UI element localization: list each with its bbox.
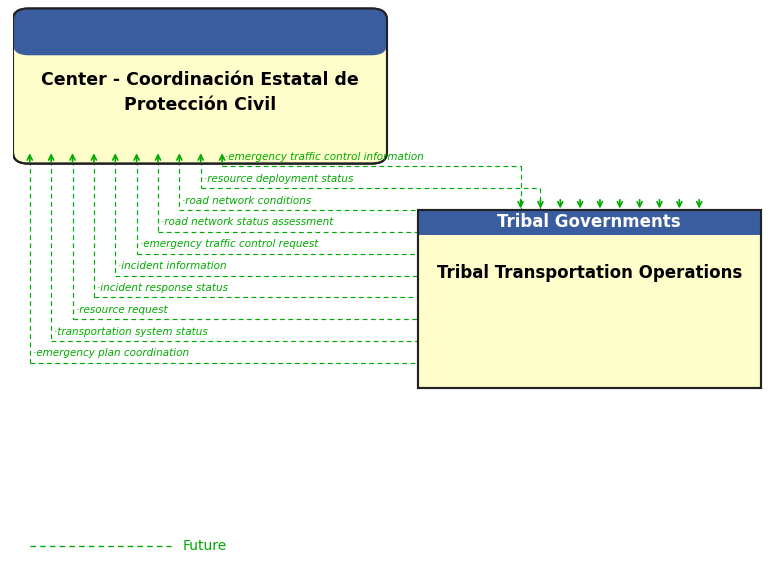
Bar — [417, 209, 761, 387]
Text: ·resource deployment status: ·resource deployment status — [204, 174, 353, 184]
Text: ·transportation system status: ·transportation system status — [54, 327, 208, 336]
Text: ·resource request: ·resource request — [76, 304, 168, 315]
Bar — [417, 209, 761, 387]
Text: ·emergency plan coordination: ·emergency plan coordination — [33, 349, 189, 358]
Text: ·road network conditions: ·road network conditions — [182, 195, 312, 205]
Bar — [417, 209, 761, 235]
Text: ·incident information: ·incident information — [118, 261, 227, 271]
Text: ·emergency traffic control information: ·emergency traffic control information — [226, 152, 424, 162]
Text: Tribal Transportation Operations: Tribal Transportation Operations — [437, 264, 742, 282]
Text: ·incident response status: ·incident response status — [97, 283, 228, 293]
Text: ·road network status assessment: ·road network status assessment — [161, 218, 334, 227]
FancyBboxPatch shape — [13, 9, 387, 164]
Text: Future: Future — [182, 539, 227, 553]
Text: Tribal Governments: Tribal Governments — [497, 213, 681, 231]
Bar — [28, 31, 372, 44]
Text: Center - Coordinación Estatal de
Protección Civil: Center - Coordinación Estatal de Protecc… — [41, 71, 359, 114]
Text: ·emergency traffic control request: ·emergency traffic control request — [139, 239, 318, 249]
FancyBboxPatch shape — [13, 9, 387, 55]
